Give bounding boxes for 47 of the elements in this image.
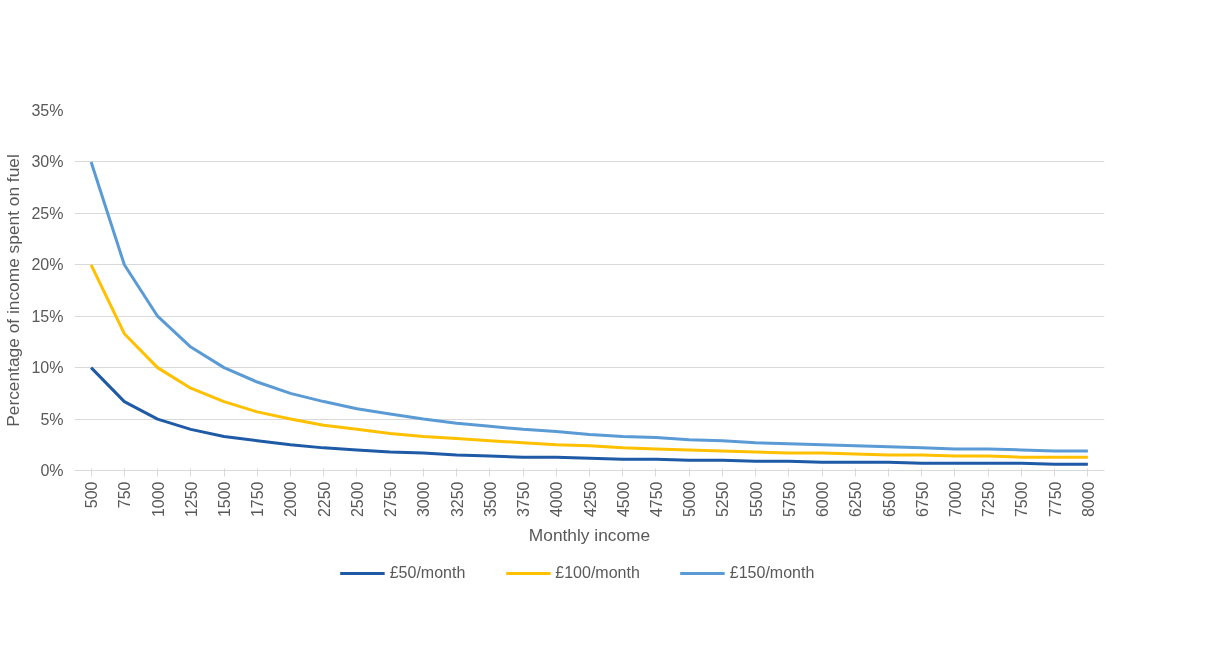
- y-tick-label: 15%: [31, 307, 64, 325]
- y-tick-label: 30%: [31, 153, 64, 171]
- x-tick-label: 5000: [681, 481, 699, 518]
- x-tick-label: 2500: [348, 481, 366, 518]
- x-tick-label: 2250: [315, 481, 333, 518]
- x-tick-label: 2750: [382, 481, 400, 518]
- x-tick-label: 3000: [415, 481, 433, 518]
- x-tick-label: 8000: [1079, 481, 1097, 518]
- x-tick-label: 7250: [980, 481, 998, 518]
- x-tick-label: 6750: [913, 481, 931, 518]
- x-tick-label: 3500: [481, 481, 499, 518]
- x-tick-label: 3250: [448, 481, 466, 518]
- legend-label: £50/month: [389, 564, 466, 582]
- line-series: [89, 160, 1090, 453]
- x-tick-label: 4750: [647, 481, 665, 518]
- x-tick-label: 500: [83, 481, 101, 509]
- x-tick-label: 4250: [581, 481, 599, 518]
- x-tick-label: 1250: [182, 481, 200, 518]
- line-series: [89, 263, 1090, 459]
- x-tick-label: 6000: [814, 481, 832, 518]
- y-tick-label: 35%: [31, 102, 64, 119]
- y-tick-label: 20%: [31, 256, 64, 274]
- x-tick-label: 5500: [747, 481, 765, 518]
- x-tick-label: 6250: [847, 481, 865, 518]
- x-tick-label: 1500: [216, 481, 234, 518]
- y-tick-label: 5%: [40, 410, 64, 428]
- x-tick-label: 750: [116, 481, 134, 509]
- x-tick-label: 4500: [614, 481, 632, 518]
- x-tick-label: 7750: [1046, 481, 1064, 518]
- line-series: [89, 366, 1090, 466]
- x-tick-label: 7000: [946, 481, 964, 518]
- y-axis-title: Percentage of income spent on fuel: [3, 154, 24, 427]
- legend-label: £150/month: [729, 564, 815, 582]
- x-tick-label: 1000: [149, 481, 167, 518]
- y-tick-label: 0%: [40, 462, 64, 479]
- x-tick-label: 4000: [548, 481, 566, 518]
- y-tick-label: 10%: [31, 359, 64, 377]
- x-tick-label: 6500: [880, 481, 898, 518]
- x-tick-label: 2000: [282, 481, 300, 518]
- x-tick-label: 7500: [1013, 481, 1031, 518]
- x-axis-title: Monthly income: [528, 525, 651, 546]
- x-tick-label: 5750: [780, 481, 798, 518]
- y-tick-label: 25%: [31, 204, 64, 222]
- x-tick-label: 3750: [515, 481, 533, 518]
- legend-label: £100/month: [555, 564, 640, 582]
- x-tick-label: 1750: [249, 481, 267, 518]
- x-tick-label: 5250: [714, 481, 732, 518]
